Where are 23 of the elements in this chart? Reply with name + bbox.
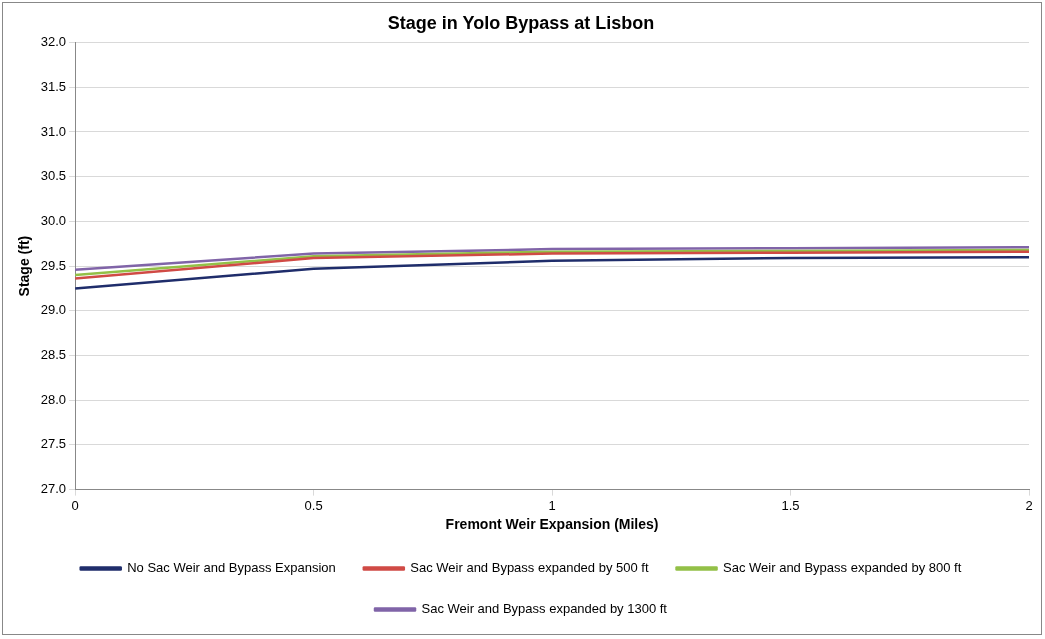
- x-tick-label: 2: [1025, 497, 1033, 513]
- x-tick-label: 1.5: [781, 497, 800, 513]
- y-axis-title: Stage (ft): [16, 235, 33, 297]
- y-tick-label: 31.0: [40, 123, 67, 139]
- y-tick-label: 28.0: [40, 391, 67, 407]
- y-tick-label: 29.5: [40, 257, 67, 273]
- x-tick-label: 1: [548, 497, 556, 513]
- y-tick-label: 30.5: [40, 168, 67, 184]
- y-tick-label: 27.5: [40, 436, 67, 452]
- x-tick-label: 0: [71, 497, 79, 513]
- y-tick-label: 30.0: [40, 212, 67, 228]
- legend-label: Sac Weir and Bypass expanded by 800 ft: [723, 560, 962, 576]
- y-tick-label: 29.0: [40, 302, 67, 318]
- x-axis-title: Fremont Weir Expansion (Miles): [445, 516, 659, 533]
- y-tick-label: 28.5: [40, 347, 67, 363]
- y-tick-label: 32.0: [40, 34, 67, 50]
- legend-label: No Sac Weir and Bypass Expansion: [127, 560, 336, 576]
- y-tick-label: 27.0: [40, 481, 67, 497]
- x-tick-label: 0.5: [304, 497, 323, 513]
- legend-label: Sac Weir and Bypass expanded by 500 ft: [410, 560, 649, 576]
- legend-label: Sac Weir and Bypass expanded by 1300 ft: [421, 601, 668, 617]
- y-tick-label: 31.5: [40, 78, 67, 94]
- chart-title: Stage in Yolo Bypass at Lisbon: [387, 12, 655, 33]
